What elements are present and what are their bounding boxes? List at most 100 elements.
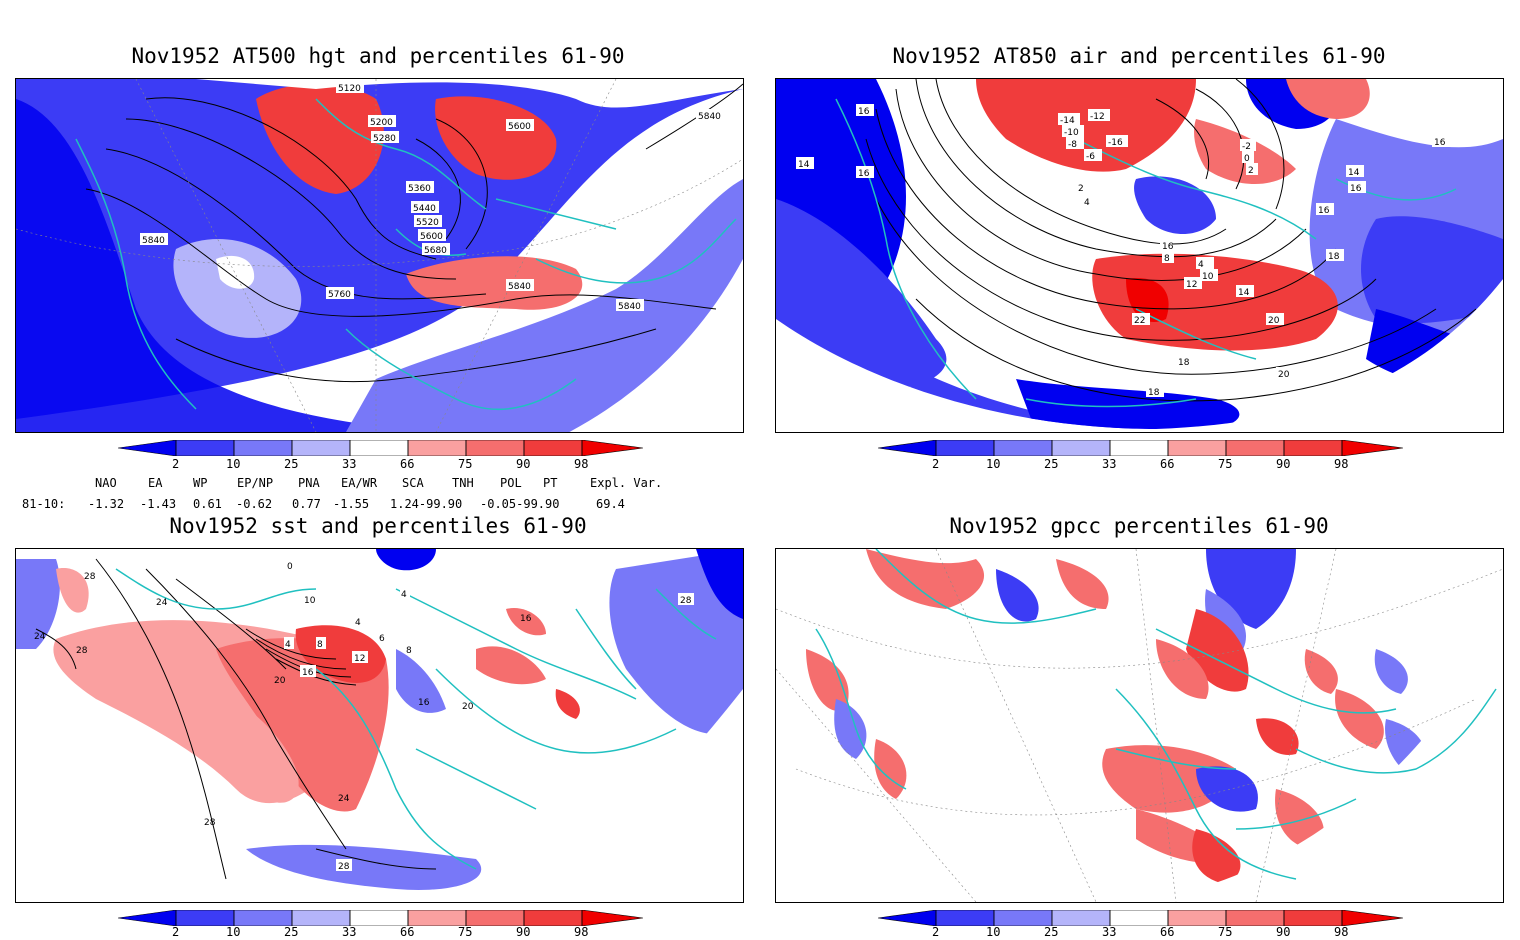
colorbar-tick-label: 75	[458, 457, 473, 471]
contour-label: 28	[338, 862, 350, 872]
map-air850: 14 16 16 2 4 -14 -12 -10 -8 -6 -16 -2 0 …	[775, 78, 1504, 433]
contour-label: 4	[285, 640, 291, 650]
colorbar-tick-label: 75	[1218, 457, 1233, 471]
colorbar-swatch	[993, 439, 1053, 457]
colorbar-swatch	[581, 439, 644, 457]
contour-label: 4	[355, 618, 361, 628]
colorbar-tick-label: 2	[932, 457, 940, 471]
colorbar-tick-label: 33	[1102, 457, 1117, 471]
contour-label: 8	[1164, 254, 1170, 264]
colorbar-tick-label: 66	[400, 925, 415, 939]
contour-label: 14	[1238, 288, 1250, 298]
contour-label: 24	[338, 794, 350, 804]
colorbar-swatch	[1109, 909, 1169, 927]
contour-label: 16	[1350, 184, 1362, 194]
contour-label: 14	[1348, 168, 1360, 178]
colorbar-swatch	[407, 909, 467, 927]
colorbar-swatch	[291, 909, 351, 927]
contour-label: -10	[1064, 128, 1079, 138]
colorbar-tick-label: 33	[342, 457, 357, 471]
colorbar-swatch	[877, 439, 937, 457]
colorbar-tick-label: 90	[1276, 925, 1291, 939]
colorbar-swatch	[1167, 909, 1227, 927]
colorbar-swatch	[465, 439, 525, 457]
contour-label: -12	[1090, 112, 1105, 122]
index-header: Expl. Var.	[590, 476, 663, 490]
index-header: EA/WR	[341, 476, 378, 490]
colorbar-swatch	[877, 909, 937, 927]
index-header: PNA	[298, 476, 320, 490]
index-header: EA	[148, 476, 163, 490]
contour-label: 24	[156, 598, 168, 608]
contour-label: 5520	[416, 218, 439, 228]
colorbar-swatch	[1167, 439, 1227, 457]
contour-label: 5680	[424, 246, 447, 256]
colorbar-tick-label: 10	[226, 457, 241, 471]
colorbar-tick-label: 98	[574, 457, 589, 471]
contour-label: 16	[858, 169, 870, 179]
colorbar-tick-label: 25	[284, 457, 299, 471]
contour-label: 12	[1186, 280, 1197, 290]
colorbar-swatch	[407, 439, 467, 457]
contour-label: 20	[1278, 370, 1290, 380]
contour-label: 2	[1078, 184, 1084, 194]
panel-title-gpcc: Nov1952 gpcc percentiles 61-90	[949, 514, 1329, 538]
colorbar-tick-label: 25	[1044, 925, 1059, 939]
colorbar-swatch	[1283, 909, 1343, 927]
colorbar-swatch	[993, 909, 1053, 927]
colorbar-tick-label: 2	[172, 457, 180, 471]
contour-label: 20	[274, 676, 286, 686]
contour-label: 10	[1202, 272, 1214, 282]
contour-label: 10	[304, 596, 316, 606]
index-value: -0.62	[236, 497, 273, 511]
colorbar-tick-label: 90	[516, 925, 531, 939]
colorbar-swatch	[233, 439, 293, 457]
map-sst: 28 24 24 28 0 10 4 4 4 6 8 12 16 16 20 2…	[15, 548, 744, 903]
panel-title-air850: Nov1952 AT850 air and percentiles 61-90	[892, 44, 1386, 68]
index-header: TNH	[452, 476, 474, 490]
contour-label: 24	[34, 632, 46, 642]
colorbar-tick-label: 90	[516, 457, 531, 471]
colorbar-tick-label: 10	[986, 925, 1001, 939]
colorbar-tick-label: 25	[284, 925, 299, 939]
colorbar-swatch	[523, 909, 583, 927]
colorbar-swatch	[1283, 439, 1343, 457]
contour-label: 5440	[413, 204, 436, 214]
contour-label: 5280	[373, 134, 396, 144]
contour-label: 4	[1084, 198, 1090, 208]
contour-label: 5760	[328, 290, 351, 300]
contour-label: 16	[1318, 206, 1330, 216]
colorbar-swatch	[117, 439, 177, 457]
colorbar-swatch	[1051, 909, 1111, 927]
index-value: 0.77	[292, 497, 321, 511]
colorbar-tick-label: 75	[1218, 925, 1233, 939]
contour-label: 20	[1268, 316, 1280, 326]
colorbar-swatch	[175, 439, 235, 457]
contour-label: 22	[1134, 316, 1145, 326]
colorbar-swatch	[291, 439, 351, 457]
colorbar-swatch	[581, 909, 644, 927]
contour-label: 16	[302, 668, 314, 678]
contour-label: 18	[1328, 252, 1340, 262]
contour-label: -2	[1242, 142, 1251, 152]
colorbar-tick-label: 66	[1160, 457, 1175, 471]
contour-label: 5360	[408, 184, 431, 194]
colorbar-tick-label: 25	[1044, 457, 1059, 471]
index-value: 69.4	[596, 497, 625, 511]
colorbar-swatch	[233, 909, 293, 927]
colorbar-tick-label: 2	[932, 925, 940, 939]
index-value: -0.05-99.90	[480, 497, 560, 511]
contour-label: 5840	[508, 282, 531, 292]
contour-label: 16	[520, 614, 532, 624]
colorbar-swatch	[117, 909, 177, 927]
colorbar-swatch	[1051, 439, 1111, 457]
contour-label: 5120	[338, 84, 361, 94]
contour-label: 5840	[618, 302, 641, 312]
contour-label: 16	[418, 698, 430, 708]
colorbar-tick-label: 10	[986, 457, 1001, 471]
colorbar-tick-label: 66	[400, 457, 415, 471]
contour-label: 5600	[508, 122, 531, 132]
contour-label: 18	[1178, 358, 1190, 368]
colorbar-swatch	[349, 909, 409, 927]
contour-label: 16	[1162, 242, 1174, 252]
